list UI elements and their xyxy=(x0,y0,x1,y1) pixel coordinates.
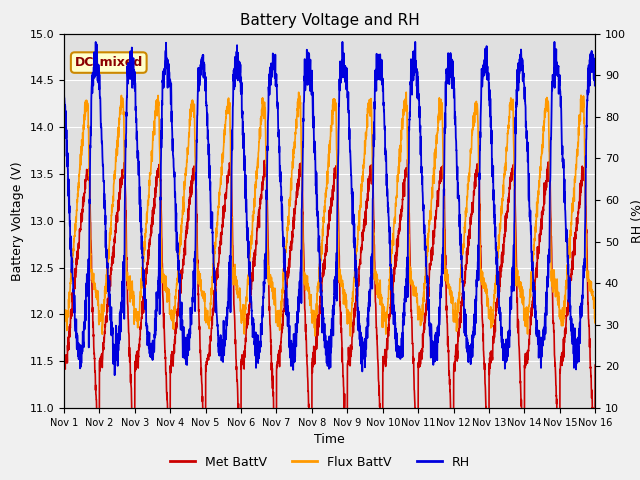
Y-axis label: Battery Voltage (V): Battery Voltage (V) xyxy=(11,161,24,281)
X-axis label: Time: Time xyxy=(314,433,345,446)
Title: Battery Voltage and RH: Battery Voltage and RH xyxy=(240,13,419,28)
Y-axis label: RH (%): RH (%) xyxy=(632,199,640,243)
Legend: Met BattV, Flux BattV, RH: Met BattV, Flux BattV, RH xyxy=(165,451,475,474)
Text: DC_mixed: DC_mixed xyxy=(75,56,143,69)
